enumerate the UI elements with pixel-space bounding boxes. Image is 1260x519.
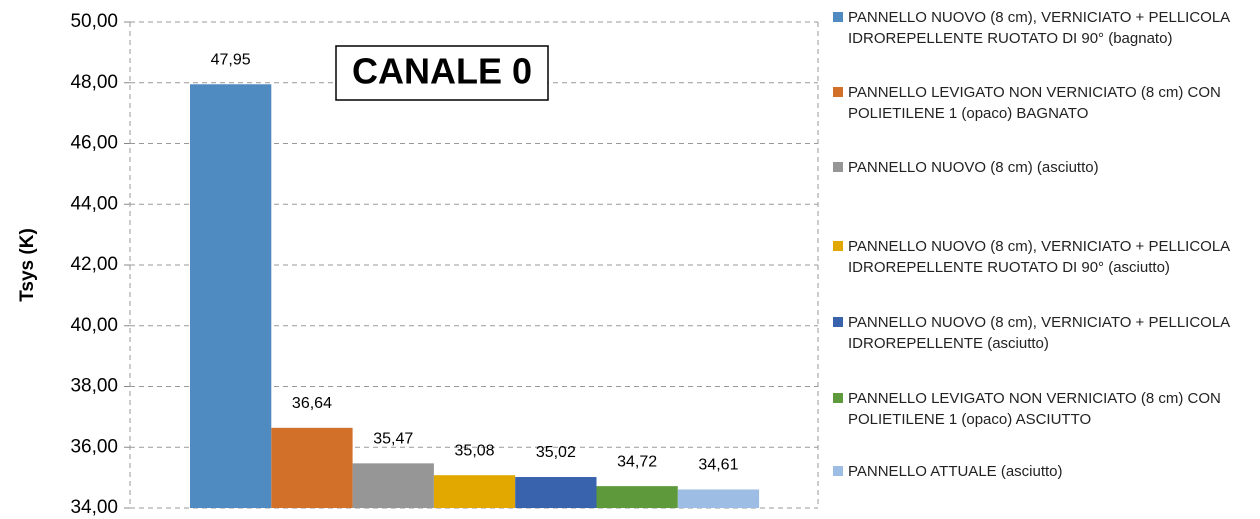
data-label: 36,64: [292, 395, 332, 412]
y-tick-label: 34,00: [70, 497, 118, 518]
legend-item: PANNELLO ATTUALE (asciutto): [833, 461, 1258, 482]
legend-label: PANNELLO NUOVO (8 cm), VERNICIATO + PELL…: [848, 314, 1230, 352]
legend-swatch: [833, 466, 843, 476]
legend-item: PANNELLO NUOVO (8 cm) (asciutto): [833, 157, 1258, 178]
legend-label: PANNELLO LEVIGATO NON VERNICIATO (8 cm) …: [848, 390, 1221, 428]
legend-swatch: [833, 12, 843, 22]
bar: [515, 477, 597, 508]
legend-swatch: [833, 87, 843, 97]
y-tick-label: 48,00: [70, 72, 118, 93]
y-tick-label: 44,00: [70, 193, 118, 214]
data-label: 34,61: [698, 457, 738, 474]
legend-item: PANNELLO NUOVO (8 cm), VERNICIATO + PELL…: [833, 7, 1258, 49]
legend-item: PANNELLO NUOVO (8 cm), VERNICIATO + PELL…: [833, 236, 1258, 278]
legend-label: PANNELLO NUOVO (8 cm), VERNICIATO + PELL…: [848, 238, 1230, 276]
legend-label: PANNELLO NUOVO (8 cm), VERNICIATO + PELL…: [848, 9, 1230, 47]
data-label: 47,95: [211, 51, 251, 68]
legend-item: PANNELLO NUOVO (8 cm), VERNICIATO + PELL…: [833, 312, 1258, 354]
y-tick-label: 38,00: [70, 376, 118, 397]
legend-swatch: [833, 162, 843, 172]
y-tick-label: 40,00: [70, 315, 118, 336]
legend-item: PANNELLO LEVIGATO NON VERNICIATO (8 cm) …: [833, 82, 1258, 124]
y-axis-label: Tsys (K): [17, 228, 38, 302]
y-tick-label: 36,00: [70, 436, 118, 457]
data-label: 35,47: [373, 431, 413, 448]
bar: [596, 486, 678, 508]
bar: [190, 84, 272, 509]
bar: [352, 463, 434, 508]
legend-label: PANNELLO ATTUALE (asciutto): [848, 463, 1063, 480]
bar: [433, 475, 516, 508]
legend-label: PANNELLO NUOVO (8 cm) (asciutto): [848, 159, 1099, 176]
bar: [271, 427, 353, 508]
title-box: [335, 45, 549, 101]
bar: [677, 489, 760, 508]
y-tick-label: 46,00: [70, 133, 118, 154]
legend-label: PANNELLO LEVIGATO NON VERNICIATO (8 cm) …: [848, 84, 1221, 122]
legend-swatch: [833, 317, 843, 327]
legend-item: PANNELLO LEVIGATO NON VERNICIATO (8 cm) …: [833, 388, 1258, 430]
y-tick-label: 50,00: [70, 11, 118, 32]
y-tick-label: 42,00: [70, 254, 118, 275]
data-label: 34,72: [617, 453, 657, 470]
data-label: 35,02: [536, 444, 576, 461]
chart-title: CANALE 0: [352, 51, 532, 92]
data-label: 35,08: [455, 442, 495, 459]
legend-swatch: [833, 241, 843, 251]
legend-swatch: [833, 393, 843, 403]
